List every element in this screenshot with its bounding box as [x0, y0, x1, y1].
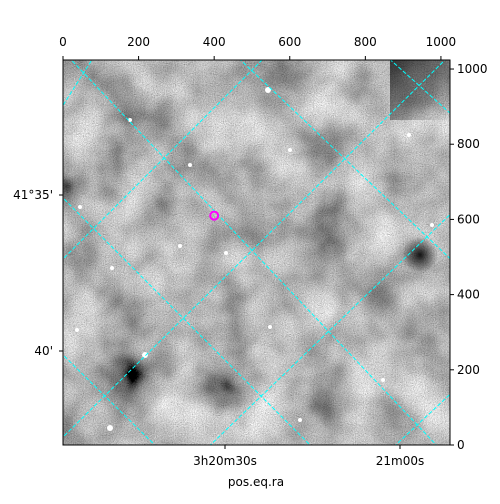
coordinate-grid: [63, 60, 450, 445]
x-tick-label: 1000: [426, 35, 457, 49]
y-tick-label: 1000: [457, 62, 488, 76]
y-tick-label: 400: [457, 288, 480, 302]
x-tick-label: 400: [203, 35, 226, 49]
ra-label: 3h20m30s: [193, 454, 257, 468]
y-tick-label: 0: [457, 438, 465, 452]
y-tick-label: 600: [457, 212, 480, 226]
x-axis-label: pos.eq.ra: [228, 475, 284, 489]
y-tick-label: 200: [457, 363, 480, 377]
ra-label: 21m00s: [376, 454, 424, 468]
sky-image: [63, 60, 450, 445]
plot-frame: [62, 59, 451, 446]
x-tick-label: 0: [59, 35, 67, 49]
source-marker: [209, 210, 220, 221]
dec-label: 41°35': [13, 188, 53, 202]
x-tick-label: 200: [127, 35, 150, 49]
y-tick-label: 800: [457, 137, 480, 151]
x-tick-label: 600: [278, 35, 301, 49]
x-tick-label: 800: [354, 35, 377, 49]
dec-label: 40': [34, 344, 53, 358]
